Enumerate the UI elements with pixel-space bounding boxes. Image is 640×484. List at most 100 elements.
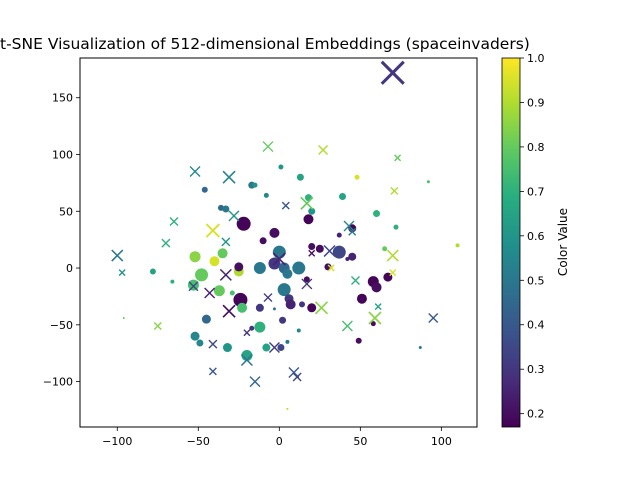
scatter-point-x — [262, 141, 274, 153]
scatter-point-circle — [149, 268, 156, 275]
x-marker-stroke — [169, 217, 179, 226]
scatter-point-circle — [187, 279, 199, 291]
scatter-point-x — [204, 287, 216, 299]
scatter-point-circle — [393, 224, 399, 230]
x-marker-stroke — [189, 166, 201, 178]
scatter-point-circle — [236, 216, 251, 231]
scatter-point-x — [189, 166, 201, 178]
x-marker-stroke — [292, 372, 302, 382]
scatter-point-circle — [308, 207, 316, 215]
scatter-point-x — [288, 367, 300, 378]
scatter-point-circle — [426, 180, 430, 184]
scatter-point-x — [118, 269, 126, 277]
scatter-point-circle — [269, 227, 280, 238]
colorbar-tick-label: 0.7 — [527, 185, 545, 198]
x-marker-stroke — [161, 238, 171, 248]
scatter-point-x — [374, 303, 382, 311]
x-marker-stroke — [327, 264, 335, 272]
x-marker-stroke — [208, 339, 218, 349]
scatter-point-circle — [217, 248, 228, 259]
x-marker-stroke — [219, 268, 232, 281]
scatter-point-x — [222, 304, 236, 318]
scatter-point-circle — [253, 262, 266, 275]
x-marker-stroke — [240, 353, 253, 367]
x-marker-stroke — [205, 223, 221, 238]
scatter-point-x — [386, 249, 399, 262]
scatter-point-circle — [371, 282, 382, 293]
scatter-point-circle — [348, 252, 357, 261]
scatter-point-x — [368, 311, 382, 325]
scatter-point-x — [263, 293, 273, 303]
scatter-point-circle — [249, 325, 255, 331]
x-marker-stroke — [228, 210, 240, 222]
scatter-point-x — [394, 154, 402, 162]
colorbar-gradient — [501, 57, 521, 428]
x-marker-stroke — [268, 342, 280, 354]
x-marker-stroke — [301, 278, 313, 290]
scatter-point-circle — [229, 290, 235, 296]
scatter-point-circle — [292, 261, 306, 275]
x-marker-stroke — [111, 249, 124, 262]
scatter-point-circle — [308, 242, 316, 250]
x-marker-stroke — [314, 301, 329, 315]
x-marker-stroke — [374, 303, 382, 311]
scatter-point-x — [281, 201, 290, 210]
scatter-point-circle — [315, 244, 324, 253]
y-tick-label: 100 — [52, 149, 73, 162]
colorbar-label: Color Value — [556, 208, 570, 276]
x-marker-stroke — [308, 249, 316, 257]
x-marker-stroke — [386, 249, 399, 262]
x-marker-stroke — [222, 170, 236, 184]
scatter-point-circle — [354, 174, 360, 180]
scatter-point-circle — [262, 343, 271, 352]
scatter-point-circle — [222, 205, 230, 213]
x-axis: −100 −50 0 50 100 — [102, 427, 452, 448]
scatter-point-x — [348, 227, 357, 236]
x-marker-stroke — [350, 276, 360, 286]
x-marker-stroke — [243, 329, 251, 337]
plot-area — [111, 60, 460, 410]
x-marker-stroke — [390, 186, 399, 195]
scatter-point-circle — [285, 339, 290, 344]
colorbar-tick-label: 1.0 — [527, 52, 545, 65]
scatter-point-circle — [195, 268, 209, 282]
y-tick-label: 150 — [52, 92, 73, 105]
scatter-point-circle — [336, 232, 342, 238]
chart-title: t-SNE Visualization of 512-dimensional E… — [0, 35, 530, 53]
scatter-point-circle — [278, 164, 284, 170]
x-marker-stroke — [263, 293, 273, 303]
colorbar-tick-label: 0.6 — [527, 230, 545, 243]
scatter-point-circle — [296, 173, 304, 181]
scatter-point-circle — [345, 256, 350, 261]
scatter-point-x — [300, 196, 314, 210]
colorbar-tick-label: 0.3 — [527, 363, 545, 376]
x-tick-label: −100 — [102, 435, 132, 448]
scatter-point-circle — [209, 256, 220, 267]
scatter-point-x — [161, 238, 171, 248]
x-marker-stroke — [188, 281, 199, 292]
scatter-point-x — [314, 301, 329, 315]
x-marker-stroke — [281, 201, 290, 210]
scatter-point-x — [111, 249, 124, 262]
scatter-point-x — [350, 276, 360, 286]
scatter-point-x — [188, 281, 199, 292]
y-axis: −100 −50 0 50 100 150 — [43, 92, 80, 389]
scatter-point-x — [249, 376, 261, 388]
scatter-point-x — [169, 217, 179, 226]
scatter-point-circle — [373, 210, 381, 218]
colorbar-tick-label: 0.9 — [527, 96, 545, 109]
scatter-point-circle — [272, 307, 276, 311]
scatter-point-circle — [277, 344, 285, 352]
x-tick-label: 0 — [276, 435, 283, 448]
x-marker-stroke — [368, 311, 382, 325]
scatter-point-circle — [307, 303, 317, 313]
x-marker-stroke — [394, 154, 402, 162]
scatter-point-circle — [303, 276, 310, 283]
y-tick-label: −50 — [50, 319, 73, 332]
scatter-point-x — [318, 144, 329, 155]
x-tick-label: 100 — [431, 435, 452, 448]
scatter-point-circle — [254, 321, 266, 333]
scatter-point-circle — [196, 339, 204, 347]
